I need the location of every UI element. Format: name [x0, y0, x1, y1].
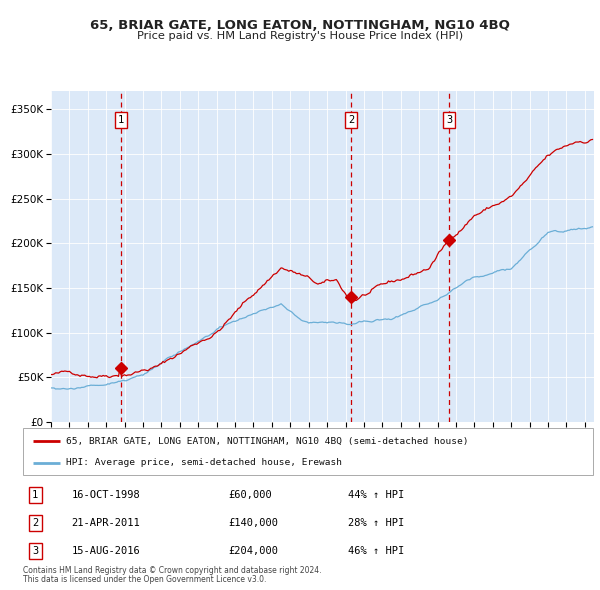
Text: 2: 2 — [348, 115, 354, 125]
Text: 65, BRIAR GATE, LONG EATON, NOTTINGHAM, NG10 4BQ (semi-detached house): 65, BRIAR GATE, LONG EATON, NOTTINGHAM, … — [65, 437, 468, 445]
Text: 3: 3 — [32, 546, 38, 556]
Text: 15-AUG-2016: 15-AUG-2016 — [71, 546, 140, 556]
Text: 44% ↑ HPI: 44% ↑ HPI — [348, 490, 404, 500]
Text: £204,000: £204,000 — [228, 546, 278, 556]
Text: HPI: Average price, semi-detached house, Erewash: HPI: Average price, semi-detached house,… — [65, 458, 341, 467]
Text: 46% ↑ HPI: 46% ↑ HPI — [348, 546, 404, 556]
Text: Price paid vs. HM Land Registry's House Price Index (HPI): Price paid vs. HM Land Registry's House … — [137, 31, 463, 41]
Text: 21-APR-2011: 21-APR-2011 — [71, 518, 140, 527]
Text: 3: 3 — [446, 115, 452, 125]
Text: £140,000: £140,000 — [228, 518, 278, 527]
Text: 2: 2 — [32, 518, 38, 527]
Text: 16-OCT-1998: 16-OCT-1998 — [71, 490, 140, 500]
Text: 28% ↑ HPI: 28% ↑ HPI — [348, 518, 404, 527]
Text: 65, BRIAR GATE, LONG EATON, NOTTINGHAM, NG10 4BQ: 65, BRIAR GATE, LONG EATON, NOTTINGHAM, … — [90, 19, 510, 32]
Text: Contains HM Land Registry data © Crown copyright and database right 2024.: Contains HM Land Registry data © Crown c… — [23, 566, 322, 575]
Text: £60,000: £60,000 — [228, 490, 272, 500]
Text: This data is licensed under the Open Government Licence v3.0.: This data is licensed under the Open Gov… — [23, 575, 266, 584]
Text: 1: 1 — [118, 115, 124, 125]
Text: 1: 1 — [32, 490, 38, 500]
